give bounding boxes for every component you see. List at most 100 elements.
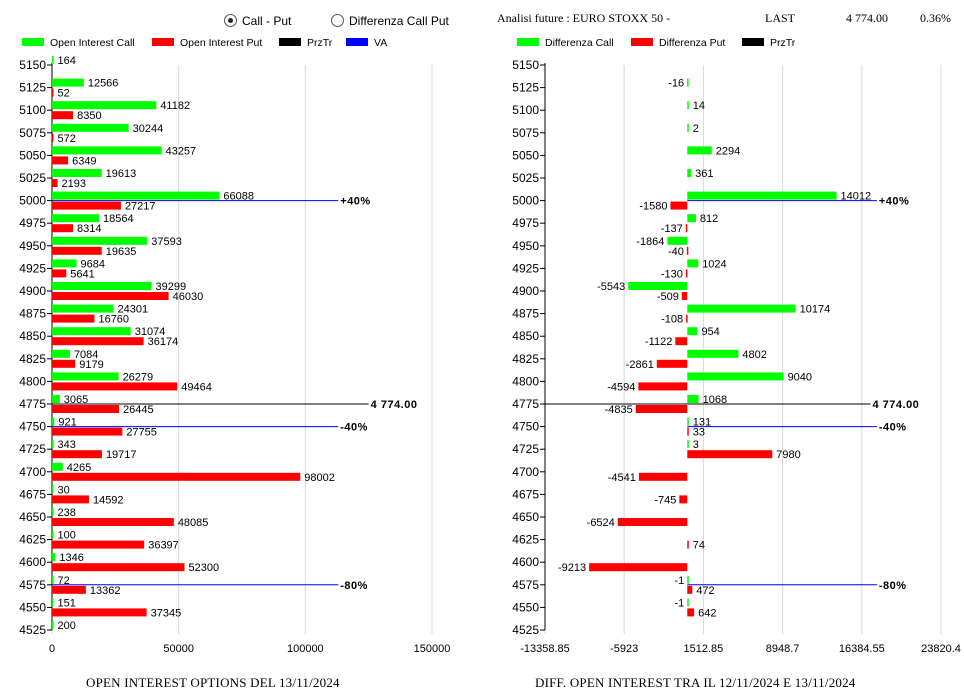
y-tick-label: 4600 xyxy=(19,555,46,569)
prztr-label: 4 774.00 xyxy=(872,399,919,411)
put-value-label: 5641 xyxy=(70,268,94,280)
put-value-label: 6349 xyxy=(72,155,96,167)
put-value-label: -2861 xyxy=(626,359,654,371)
radio-differenza[interactable]: Differenza Call Put xyxy=(331,14,449,28)
put-value-label: 8314 xyxy=(77,223,101,235)
call-bar xyxy=(52,327,131,336)
y-tick-label: 4525 xyxy=(512,623,539,637)
call-value-label: 151 xyxy=(58,597,76,609)
y-tick-label: 5075 xyxy=(512,126,539,140)
put-bar xyxy=(685,224,688,233)
x-tick-label: 100000 xyxy=(287,643,324,655)
va-label: -80% xyxy=(879,580,907,592)
call-value-label: 164 xyxy=(58,55,76,67)
put-value-label: 52 xyxy=(58,88,70,100)
put-bar xyxy=(686,246,689,255)
put-value-label: 52300 xyxy=(188,562,219,574)
legend-label: Differenza Put xyxy=(659,37,726,49)
call-value-label: 954 xyxy=(701,326,719,338)
call-value-label: 26279 xyxy=(123,371,154,383)
last-label: LAST xyxy=(765,11,795,25)
put-value-label: 642 xyxy=(698,607,716,619)
put-value-label: -509 xyxy=(657,291,679,303)
y-tick-label: 4625 xyxy=(19,533,46,547)
call-bar xyxy=(687,327,698,336)
call-value-label: 812 xyxy=(700,213,718,225)
call-value-label: -16 xyxy=(668,78,684,90)
x-tick-label: 0 xyxy=(49,643,55,655)
put-value-label: 98002 xyxy=(304,472,335,484)
call-bar xyxy=(52,530,54,539)
call-value-label: 9040 xyxy=(788,371,812,383)
put-value-label: 27755 xyxy=(126,427,157,439)
put-value-label: -6524 xyxy=(587,517,615,529)
put-value-label: -4541 xyxy=(608,472,636,484)
call-bar xyxy=(52,372,119,381)
call-value-label: 2 xyxy=(693,123,699,135)
put-bar xyxy=(52,224,74,233)
call-value-label: 1346 xyxy=(59,552,83,564)
y-tick-label: 4950 xyxy=(512,239,539,253)
put-value-label: -130 xyxy=(661,268,683,280)
put-value-label: 14592 xyxy=(93,494,124,506)
y-tick-label: 4775 xyxy=(19,397,46,411)
legend-swatch xyxy=(346,38,368,46)
put-bar xyxy=(52,292,169,300)
call-bar xyxy=(687,304,796,313)
y-tick-label: 5050 xyxy=(512,148,539,162)
radio-call-put[interactable]: Call - Put xyxy=(224,14,291,28)
call-value-label: 31074 xyxy=(135,326,166,338)
legend-label: Differenza Call xyxy=(545,37,614,49)
right-chart-title: DIFF. OPEN INTEREST TRA IL 12/11/2024 E … xyxy=(535,675,856,690)
put-bar xyxy=(687,427,689,436)
put-bar xyxy=(52,179,58,187)
y-tick-label: 5125 xyxy=(512,81,539,95)
put-bar xyxy=(52,450,102,459)
put-value-label: -137 xyxy=(661,223,683,235)
radio-unselected-icon xyxy=(331,14,344,27)
call-value-label: -5543 xyxy=(597,281,625,293)
call-bar xyxy=(687,259,699,268)
y-tick-label: 5100 xyxy=(19,103,46,117)
legend-swatch xyxy=(279,38,301,46)
y-tick-label: 4825 xyxy=(512,352,539,366)
legend-label: Open Interest Put xyxy=(180,37,263,49)
call-value-label: -1 xyxy=(674,575,684,587)
va-label: -40% xyxy=(340,422,368,434)
put-bar xyxy=(52,314,95,323)
x-tick-label: 1512.85 xyxy=(684,643,724,655)
call-value-label: 37593 xyxy=(151,236,182,248)
put-value-label: 472 xyxy=(696,585,714,597)
call-value-label: 1068 xyxy=(703,394,727,406)
call-value-label: 100 xyxy=(58,530,76,542)
call-value-label: 30244 xyxy=(133,123,164,135)
put-bar xyxy=(589,563,688,572)
y-tick-label: 4575 xyxy=(512,578,539,592)
call-value-label: 43257 xyxy=(166,145,197,157)
put-value-label: 46030 xyxy=(173,291,204,303)
y-tick-label: 5100 xyxy=(512,103,539,117)
call-value-label: 3 xyxy=(693,439,699,451)
x-tick-label: -13358.85 xyxy=(520,643,570,655)
call-bar xyxy=(52,78,84,87)
y-tick-label: 4775 xyxy=(512,397,539,411)
put-bar xyxy=(52,88,54,97)
put-bar xyxy=(52,608,147,617)
call-bar xyxy=(52,621,54,629)
open-interest-chart: 0 50000 100000 150000 5150 5125 5100 5075 5050 50… xyxy=(19,55,450,655)
call-bar xyxy=(52,598,54,607)
call-value-label: 343 xyxy=(58,439,76,451)
put-bar xyxy=(52,246,102,255)
put-bar xyxy=(670,201,688,210)
put-value-label: 19635 xyxy=(106,246,137,258)
call-bar xyxy=(687,214,696,223)
y-tick-label: 4650 xyxy=(19,510,46,524)
put-bar xyxy=(52,156,69,165)
put-value-label: 36397 xyxy=(148,540,179,552)
x-tick-label: 23820.4 xyxy=(921,643,961,655)
legend-label: Open Interest Call xyxy=(50,37,135,49)
legend-oi-call: Open Interest Call xyxy=(22,37,135,49)
call-value-label: 72 xyxy=(58,575,70,587)
legend-prztr: PrzTr xyxy=(279,37,332,49)
call-bar xyxy=(687,372,784,381)
